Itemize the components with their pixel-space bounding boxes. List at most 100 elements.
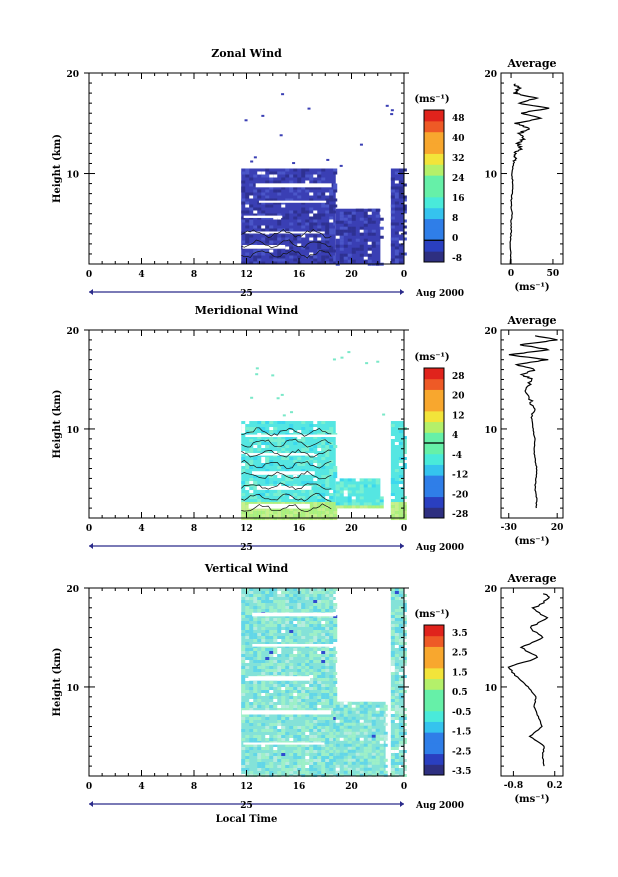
colorbar-tick-label: 48 bbox=[452, 114, 465, 124]
colorbar-segment bbox=[424, 485, 444, 498]
contour-line bbox=[241, 427, 332, 437]
colorbar-tick-label: 20 bbox=[452, 392, 465, 402]
x-axis-label: Local Time bbox=[216, 814, 278, 825]
contour-line bbox=[241, 459, 332, 469]
y-tick-label: 20 bbox=[66, 585, 79, 595]
colorbar-unit: (ms⁻¹) bbox=[414, 352, 449, 363]
colorbar-segment bbox=[424, 196, 444, 209]
panel-meridional: Meridional Wind 20 10 0 4 8 12 16 20 0 25 Aug 2000 H… bbox=[52, 304, 564, 553]
colorbar-segment bbox=[424, 153, 444, 165]
colorbar-segment bbox=[424, 110, 444, 122]
profile-unit: (ms⁻¹) bbox=[514, 794, 549, 805]
colorbar-segment bbox=[424, 635, 444, 647]
colorbar-segment bbox=[424, 400, 444, 412]
date-axis-arrow-left bbox=[89, 543, 93, 549]
x-tick-label: 12 bbox=[240, 270, 253, 280]
profile-line bbox=[509, 83, 550, 265]
x-tick-label: 16 bbox=[293, 524, 306, 534]
profile-x-tick-label: 20 bbox=[551, 523, 564, 533]
colorbar-unit: (ms⁻¹) bbox=[414, 94, 449, 105]
x-tick-label: 16 bbox=[293, 782, 306, 792]
heatmap bbox=[241, 588, 407, 777]
profile-frame bbox=[500, 587, 564, 777]
contour-line bbox=[241, 470, 332, 480]
colorbar: (ms⁻¹)3.5 2.5 1.5 0.5 -0.5 -1.5 -2.5 -3.5 bbox=[414, 609, 471, 777]
profile-x-tick-label: 0 bbox=[508, 269, 514, 279]
y-tick-label: 20 bbox=[66, 327, 79, 337]
y-axis-label: Height (km) bbox=[52, 134, 63, 203]
colorbar-segment bbox=[424, 496, 444, 508]
heatmap bbox=[241, 351, 407, 521]
profile-y-tick-label: 10 bbox=[484, 426, 497, 436]
colorbar-segment bbox=[424, 378, 444, 390]
colorbar-segment bbox=[424, 646, 444, 658]
x-tick-label: 20 bbox=[345, 782, 358, 792]
profile-y-tick-label: 10 bbox=[484, 684, 497, 694]
y-axis-label: Height (km) bbox=[52, 648, 63, 717]
colorbar-tick-label: -1.5 bbox=[452, 728, 471, 738]
profile-x-tick-label: -0.8 bbox=[504, 781, 523, 791]
date-label: Aug 2000 bbox=[415, 801, 464, 811]
profile-line bbox=[507, 593, 550, 767]
panel-title: Meridional Wind bbox=[195, 304, 299, 317]
x-tick-label: 8 bbox=[191, 782, 197, 792]
colorbar-segment bbox=[424, 368, 444, 380]
average-profile: Average 20 10 0 50 (ms⁻¹) bbox=[484, 57, 564, 293]
colorbar-segment bbox=[424, 753, 444, 765]
date-tick-label: 25 bbox=[240, 801, 253, 811]
colorbar-tick-label: -3.5 bbox=[452, 767, 471, 777]
colorbar-segment bbox=[424, 120, 444, 133]
x-tick-label: 0 bbox=[86, 270, 92, 280]
colorbar: (ms⁻¹)48 40 32 24 16 8 0 -8 bbox=[414, 94, 464, 264]
colorbar-segment bbox=[424, 678, 444, 690]
x-tick-label: 0 bbox=[401, 524, 407, 534]
date-label: Aug 2000 bbox=[415, 543, 464, 553]
colorbar-tick-label: -4 bbox=[452, 451, 462, 461]
date-axis-arrow-right bbox=[400, 289, 404, 295]
colorbar-unit: (ms⁻¹) bbox=[414, 609, 449, 620]
colorbar-segment bbox=[424, 142, 444, 154]
date-axis-arrow-right bbox=[400, 543, 404, 549]
colorbar-segment bbox=[424, 667, 444, 680]
average-profile: Average 20 10 -0.8 0.2 (ms⁻¹) bbox=[484, 572, 564, 805]
colorbar-segment bbox=[424, 657, 444, 669]
colorbar-tick-label: 40 bbox=[452, 134, 465, 144]
colorbar-segment bbox=[424, 421, 444, 433]
colorbar-segment bbox=[424, 131, 444, 144]
y-tick-label: 10 bbox=[66, 426, 79, 436]
colorbar-segment bbox=[424, 764, 444, 776]
colorbar-segment bbox=[424, 710, 444, 722]
colorbar-tick-label: 28 bbox=[452, 372, 465, 382]
colorbar-frame bbox=[423, 109, 445, 263]
colorbar-segment bbox=[424, 453, 444, 465]
colorbar-segment bbox=[424, 410, 444, 423]
y-tick-label: 20 bbox=[66, 70, 79, 80]
x-tick-label: 4 bbox=[138, 270, 144, 280]
x-tick-label: 20 bbox=[345, 524, 358, 534]
profile-y-tick-label: 20 bbox=[484, 327, 497, 337]
y-axis-label: Height (km) bbox=[52, 390, 63, 459]
average-title: Average bbox=[506, 572, 556, 585]
colorbar-segment bbox=[424, 507, 444, 519]
profile-frame bbox=[500, 72, 564, 265]
x-tick-label: 8 bbox=[191, 524, 197, 534]
colorbar-segment bbox=[424, 251, 444, 263]
colorbar-segment bbox=[424, 389, 444, 401]
profile-y-tick-label: 10 bbox=[484, 171, 497, 181]
colorbar-segment bbox=[424, 186, 444, 198]
profile-unit: (ms⁻¹) bbox=[514, 536, 549, 547]
x-tick-label: 0 bbox=[401, 270, 407, 280]
colorbar-tick-label: 1.5 bbox=[452, 668, 468, 678]
colorbar-tick-label: 0 bbox=[452, 234, 458, 244]
colorbar-segment bbox=[424, 700, 444, 712]
colorbar-segment bbox=[424, 175, 444, 187]
contour-line bbox=[241, 503, 332, 512]
date-axis-arrow-left bbox=[89, 801, 93, 807]
average-title: Average bbox=[506, 57, 556, 70]
x-tick-label: 8 bbox=[191, 270, 197, 280]
y-tick-label: 10 bbox=[66, 171, 79, 181]
